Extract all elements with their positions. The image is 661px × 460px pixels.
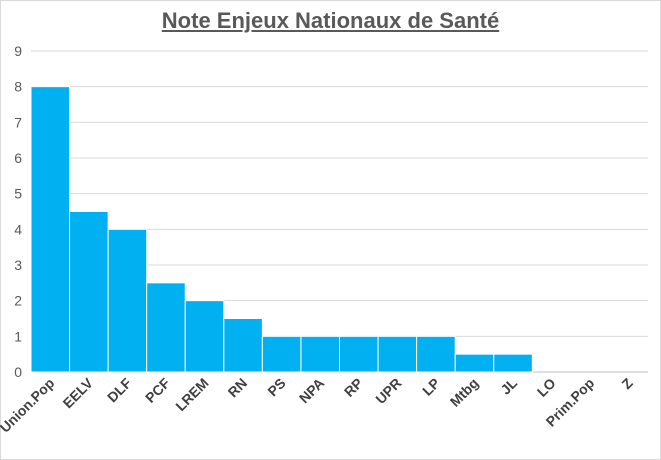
y-tick-label: 1 [14, 328, 22, 344]
x-tick-label: PCF [142, 374, 173, 405]
gridlines [31, 50, 648, 373]
y-tick-label: 9 [14, 43, 22, 59]
x-tick-label: Z [618, 374, 636, 392]
bar [493, 353, 533, 373]
bar [146, 282, 186, 373]
bar [69, 211, 109, 373]
x-tick-label: RP [341, 375, 366, 400]
bar [377, 335, 418, 373]
chart-title: Note Enjeux Nationaux de Santé [161, 8, 500, 33]
y-tick-label: 3 [14, 257, 22, 273]
bar [339, 335, 379, 373]
x-tick-label: UPR [372, 375, 404, 407]
y-tick-label: 5 [14, 186, 22, 202]
y-tick-label: 0 [14, 364, 22, 380]
x-tick-label: RN [225, 375, 251, 401]
y-axis: 0 1 2 3 4 5 6 7 8 9 [14, 43, 22, 380]
x-tick-label: PS [264, 375, 289, 400]
x-tick-label: Union.Pop [0, 375, 57, 436]
x-tick-label: LO [534, 375, 559, 400]
bar [184, 300, 225, 373]
y-tick-label: 4 [14, 221, 22, 237]
bar [454, 353, 495, 373]
x-axis: Union.Pop EELV DLF PCF LREM RN PS NPA RP UPR LP Mtb… [0, 374, 636, 435]
x-tick-label: DLF [104, 374, 135, 405]
x-tick-label: JL [497, 374, 520, 397]
bars [30, 86, 533, 373]
bar [223, 318, 263, 373]
x-tick-label: Mtbg [447, 375, 482, 410]
y-tick-label: 8 [14, 79, 22, 95]
bar [30, 86, 71, 373]
x-tick-label: EELV [60, 374, 97, 411]
y-tick-label: 2 [14, 293, 22, 309]
y-tick-label: 6 [14, 150, 22, 166]
bar [107, 228, 148, 373]
x-tick-label: NPA [296, 375, 327, 406]
y-tick-label: 7 [14, 114, 22, 130]
bar [416, 335, 456, 373]
bar [261, 335, 302, 373]
x-tick-label: LP [419, 375, 443, 399]
x-tick-label: LREM [172, 375, 211, 414]
bar [300, 335, 340, 373]
